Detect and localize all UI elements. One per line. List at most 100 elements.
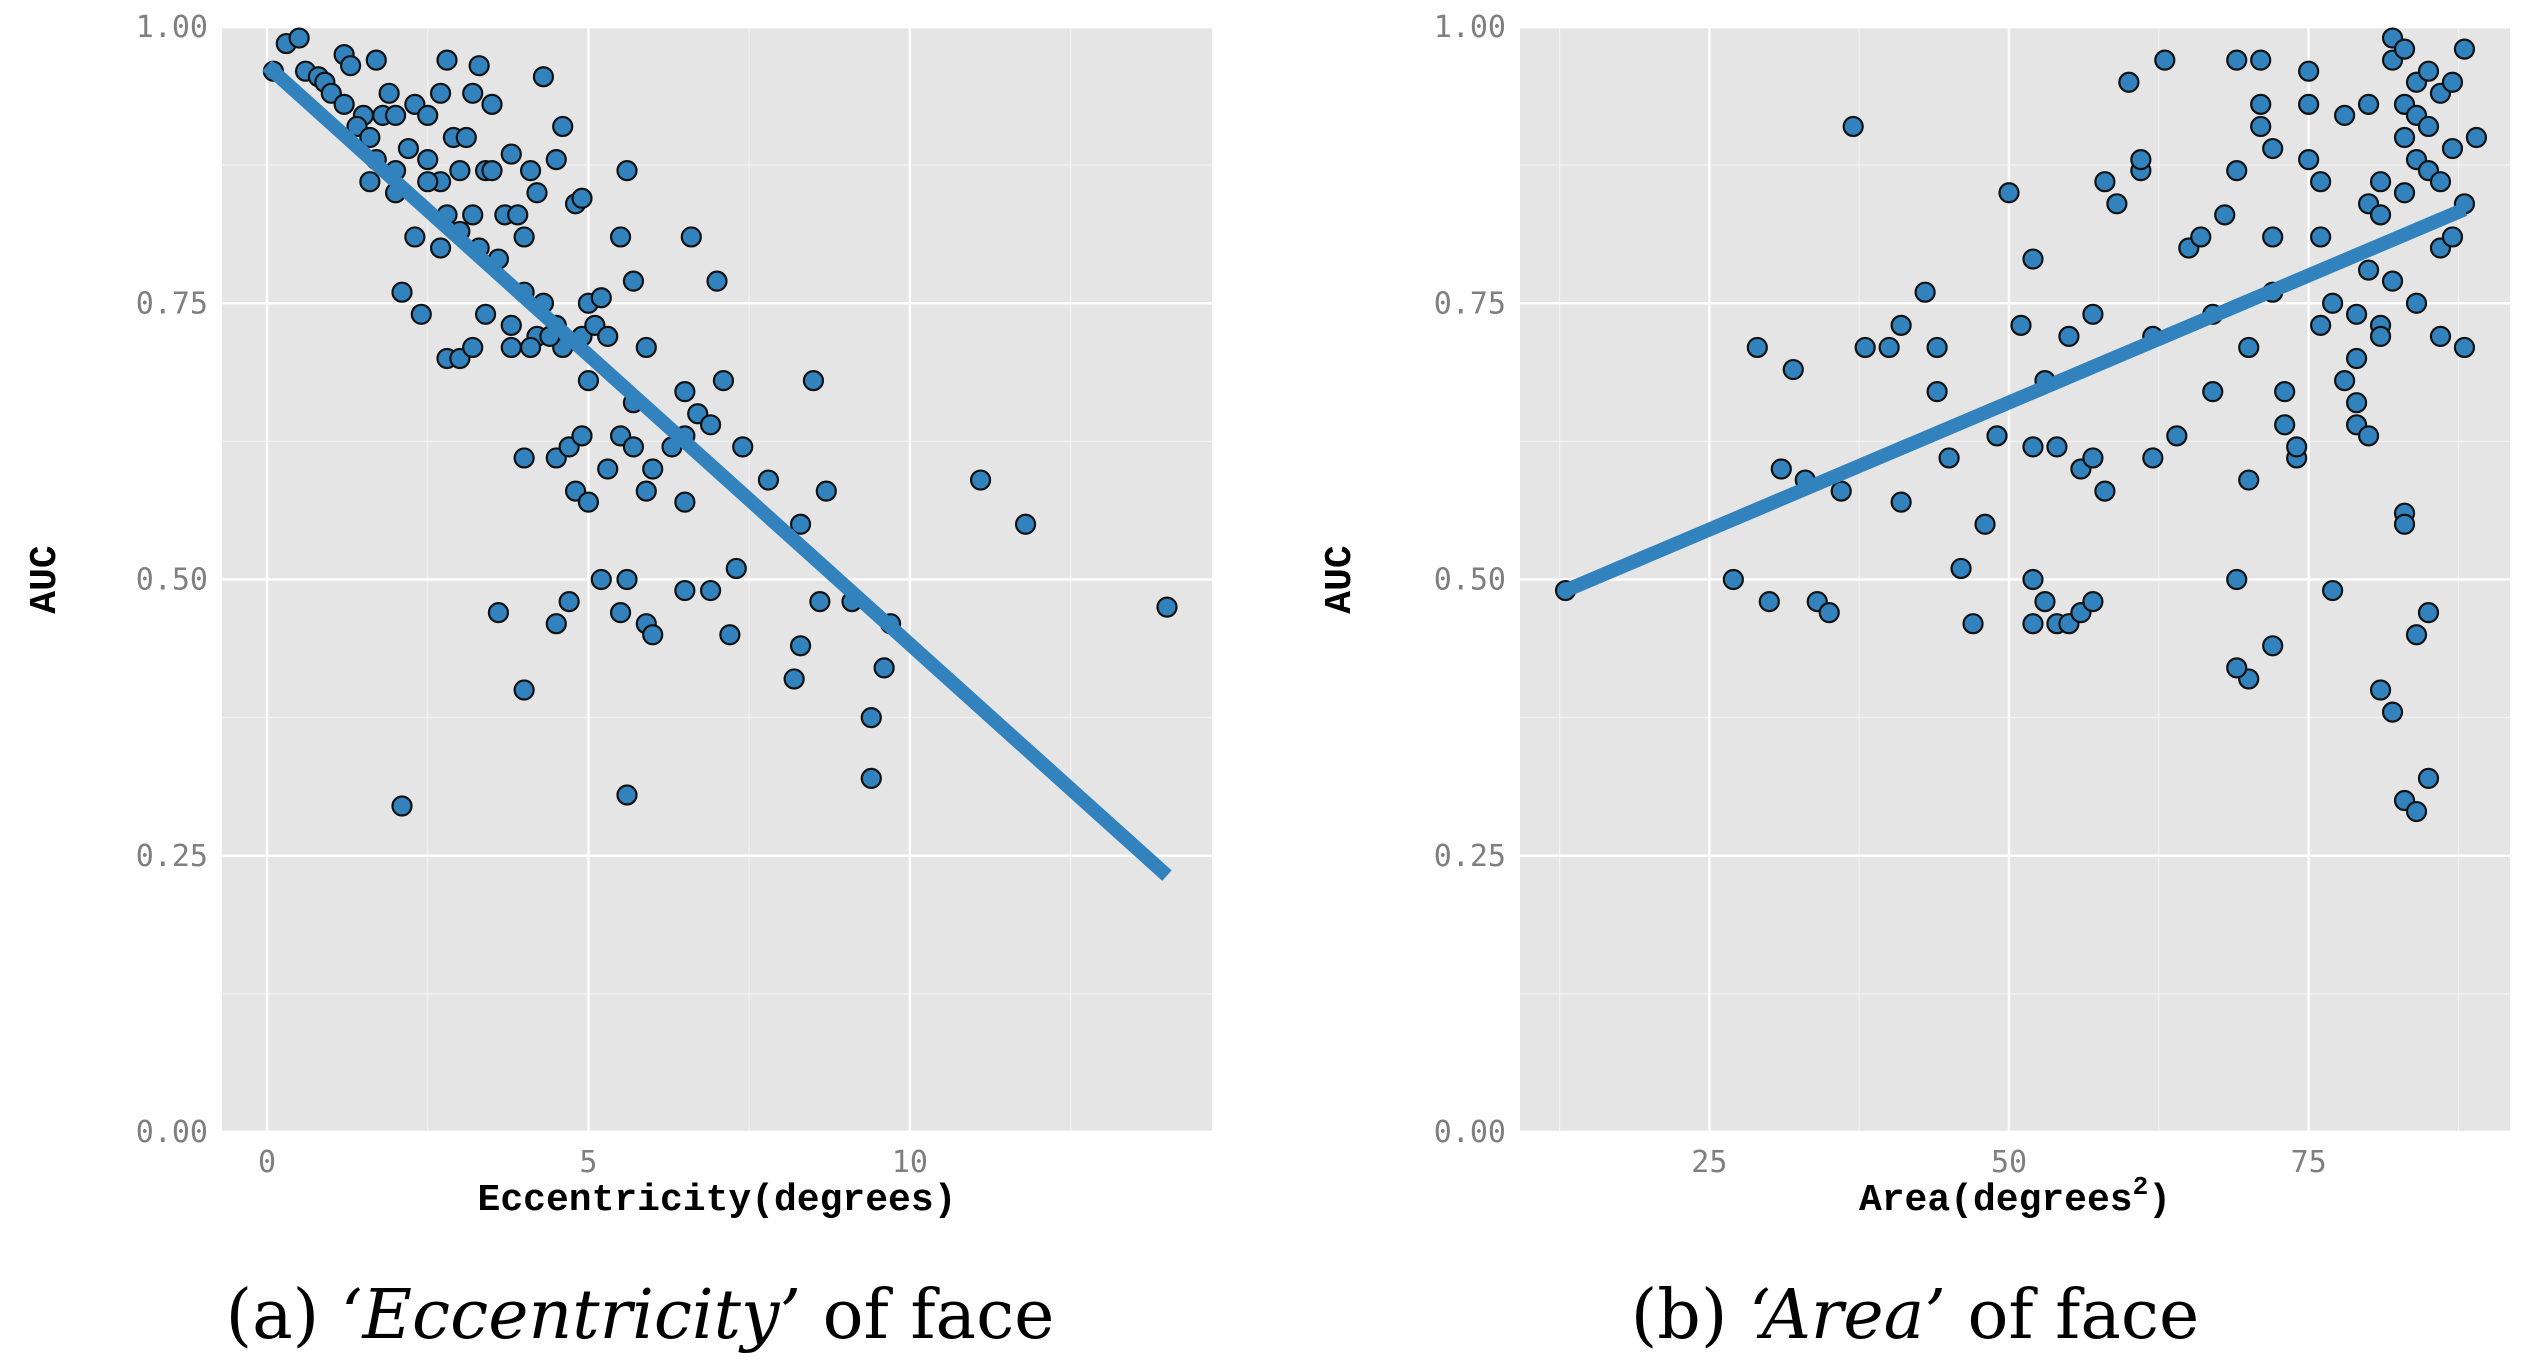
scatter-point [1722,568,1744,591]
scatter-point [597,325,619,347]
scatter-point [1986,425,2008,447]
scatter-point [815,480,837,502]
scatter-point [616,160,638,182]
scatter-point [2274,414,2296,436]
scatter-point [732,436,754,458]
scatter-point [674,381,696,403]
scatter-point [455,126,477,149]
scatter-point [1758,590,1780,613]
y-axis-title: AUC [24,545,67,613]
scatter-point [417,149,439,171]
panel-caption: (a) ‘Eccentricity’ of face [226,1276,1055,1355]
scatter-point [1878,336,1900,359]
scatter-point [2334,104,2356,127]
scatter-point [2345,392,2368,414]
x-axis-title: Eccentricity(degrees) [478,1179,957,1222]
scatter-point [288,27,310,49]
scatter-point [1890,314,1912,336]
scatter-point [571,425,593,447]
y-tick-label: 0.00 [1434,1115,1506,1150]
scatter-point [2262,137,2284,160]
scatter-point [513,447,535,469]
scatter-point [449,160,471,182]
scatter-point [2082,447,2104,469]
scatter-point [2417,60,2440,82]
scatter-point [699,579,722,602]
scatter-point [2453,336,2476,359]
scatter-point [333,93,355,115]
scatter-point [2405,800,2428,823]
scatter-point [2274,381,2296,403]
scatter-point [609,226,632,248]
scatter-point [635,336,657,359]
scatter-point [2441,137,2464,160]
scatter-point [674,491,696,513]
scatter-point [2154,49,2176,71]
scatter-point [719,624,741,646]
scatter-point [552,115,574,138]
scatter-point [2010,314,2032,336]
scatter-point [2190,226,2212,248]
y-tick-label: 0.25 [136,839,208,874]
scatter-point [783,668,805,690]
scatter-point [642,458,664,480]
scatter-point [378,82,400,104]
scatter-point [468,55,490,77]
scatter-point [699,414,722,436]
scatter-point [2082,590,2104,613]
scatter-point [2310,314,2332,336]
scatter-point [622,436,645,458]
scatter-point [2022,248,2044,270]
scatter-point [2298,60,2320,82]
scatter-point [757,469,780,491]
scatter-point [545,613,567,635]
scatter-point [462,336,484,359]
scatter-point [2226,160,2248,182]
scatter-point [2453,38,2476,60]
scatter-point [2429,325,2452,347]
scatter-point [500,314,522,336]
scatter-point [2381,270,2404,292]
scatter-point [802,370,825,392]
scatter-point [2130,149,2152,171]
scatter-point [1830,480,1852,502]
x-tick-label: 5 [579,1145,597,1180]
scatter-point [2286,436,2308,458]
scatter-point [436,49,458,71]
scatter-point [2142,447,2164,469]
scatter-point [2310,171,2332,193]
scatter-point [1746,336,1768,359]
scatter-point [2393,513,2416,535]
scatter-point [2250,49,2272,71]
scatter-point [1914,281,1936,303]
scatter-point [2298,149,2320,171]
scatter-point [2262,226,2284,248]
scatter-point [1014,513,1037,535]
scatter-point [2393,182,2416,204]
scatter-point [2405,624,2428,646]
scatter-point [1818,602,1840,624]
scatter-point [545,149,567,171]
scatter-point [860,707,882,729]
scatter-point [2022,568,2044,591]
scatter-point [558,590,580,613]
scatter-point [2465,126,2488,149]
scatter-point [2082,303,2104,325]
scatter-point [2369,204,2392,226]
scatter-point [513,226,535,248]
scatter-point [2381,701,2404,723]
scatter-point [404,226,426,248]
scatter-point [2250,93,2272,115]
regression-line [262,60,1172,881]
scatter-point [2417,602,2440,624]
scatter-point [1156,596,1178,618]
scatter-point [2417,767,2440,790]
scatter-point [1842,115,1864,138]
y-tick-label: 0.75 [1434,286,1506,321]
scatter-point [2298,93,2320,115]
scatter-point [474,303,497,325]
scatter-point [2357,259,2380,281]
scatter-point [339,55,362,77]
x-tick-label: 25 [1691,1145,1727,1180]
panel-area: 0.00 0.25 0.50 0.75 1.00 25 50 75 Area(degrees2)… [1319,10,2510,1355]
